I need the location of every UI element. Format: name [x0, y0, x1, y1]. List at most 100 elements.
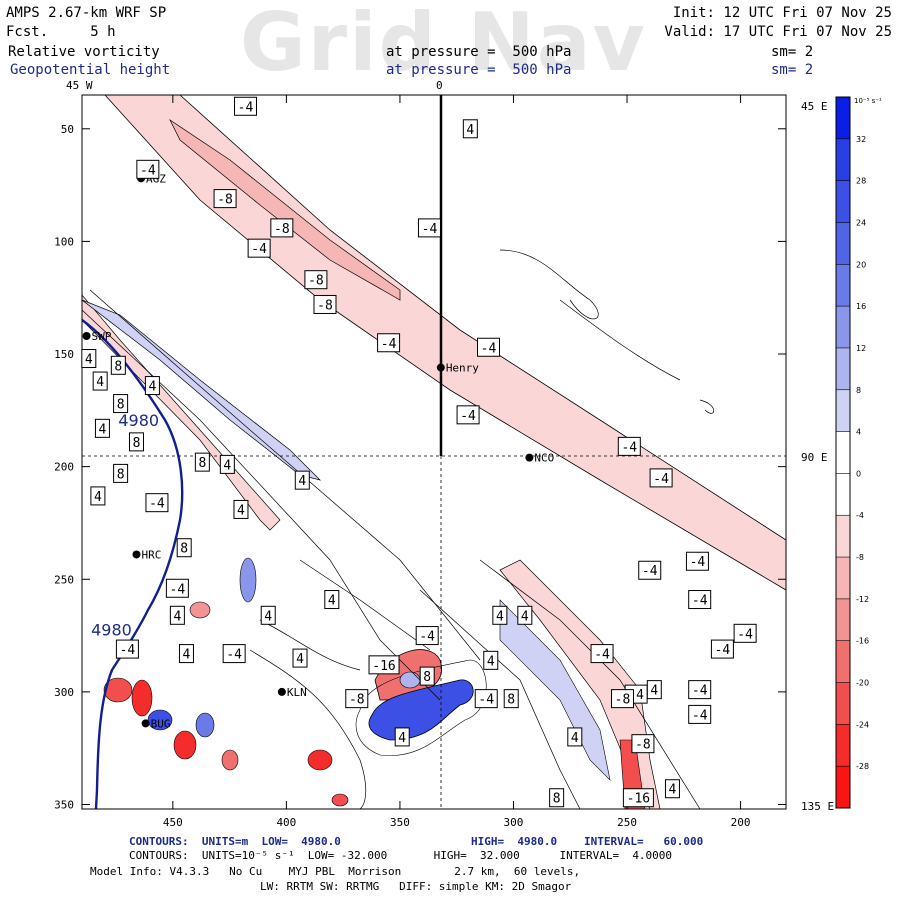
vorticity-label-box: [377, 333, 401, 353]
vorticity-contour-label: 8: [117, 398, 125, 413]
vorticity-contour-label: 4: [466, 123, 474, 138]
station-label: KLN: [287, 686, 307, 699]
station-marker: [525, 453, 534, 462]
vorticity-label-box: [233, 499, 249, 519]
vorticity-contour-label: -4: [149, 497, 165, 512]
vorticity-label-box: [304, 270, 328, 290]
colorbar-segment: [836, 557, 850, 600]
vorticity-contour-label: -4: [653, 472, 669, 487]
colorbar-segment: [836, 97, 850, 140]
x-tick-label: 250: [617, 816, 637, 829]
colorbar-segment: [836, 264, 850, 307]
colorbar-tick-label: -28: [856, 762, 869, 771]
field1-smoothing: sm= 2: [771, 44, 814, 60]
vorticity-label-box: [622, 788, 654, 808]
colorbar-segment: [836, 138, 850, 182]
vorticity-label-box: [176, 538, 192, 558]
vorticity-label-box: [92, 371, 108, 391]
vorticity-contour-label: 4: [173, 609, 181, 624]
vorticity-contour-label: -4: [642, 564, 658, 579]
vorticity-label-box: [194, 452, 210, 472]
vorticity-contour-label: -4: [621, 440, 637, 455]
vorticity-contour-label: -4: [594, 648, 610, 663]
vorticity-contour-label: 4: [487, 654, 495, 669]
colorbar-segment: [836, 347, 850, 391]
vorticity-contour-label: -16: [627, 792, 650, 807]
colorbar-tick-label: -20: [856, 679, 869, 688]
colorbar-tick-label: -24: [856, 720, 869, 729]
y-tick-label: 350: [54, 798, 74, 811]
y-tick-label: 150: [54, 348, 74, 361]
vorticity-contour-label: 4: [183, 648, 191, 663]
vorticity-band-negative-main: [104, 95, 786, 591]
model-title: AMPS 2.67-km WRF SP: [6, 5, 167, 21]
colorbar-segment: [836, 682, 850, 725]
station-label: BUG: [151, 717, 171, 730]
vorticity-contour-label: -4: [251, 242, 267, 257]
model-info-line1: Model Info: V4.3.3 No Cu MYJ PBL Morriso…: [90, 865, 581, 878]
vorticity-label-box: [81, 349, 97, 369]
vorticity-small-features: [103, 557, 421, 807]
vorticity-label-box: [492, 605, 508, 625]
colorbar-segment: [836, 389, 850, 433]
vorticity-contour-label: -8: [317, 298, 333, 313]
vorticity-label-box: [483, 650, 499, 670]
vorticity-contour-label: -4: [460, 409, 476, 424]
vorticity-label-box: [590, 644, 614, 664]
station-marker: [132, 550, 141, 559]
vorticity-contour-label: -4: [737, 627, 753, 642]
vorticity-contour-label: -4: [120, 643, 136, 658]
x-tick-label: 300: [504, 816, 524, 829]
vorticity-label-box: [474, 689, 498, 709]
field1-level: at pressure = 500 hPa: [386, 44, 572, 60]
vorticity-label-box: [234, 96, 258, 116]
vorticity-contour-label: 4: [571, 731, 579, 746]
vorticity-label-box: [649, 468, 673, 488]
vorticity-contour-label: -4: [419, 630, 435, 645]
vorticity-band-negative-core: [169, 118, 401, 301]
vorticity-contour-label: -8: [615, 693, 631, 708]
vorticity-contour-label: 4: [96, 375, 104, 390]
vorticity-label-box: [113, 463, 129, 483]
vorticity-label-box: [517, 605, 533, 625]
vorticity-contour-label: -4: [690, 555, 706, 570]
vorticity-label-box: [247, 238, 271, 258]
vorticity-contour-label: -4: [715, 643, 731, 658]
vorticity-contour-label: 4: [223, 458, 231, 473]
lon-label-90e: 90 E: [801, 451, 828, 464]
vorticity-label-box: [477, 337, 501, 357]
geopotential-4980-contour: [82, 319, 184, 809]
field2-name: Geopotential height: [10, 62, 171, 78]
lon-label-45e: 45 E: [801, 100, 828, 113]
vorticity-label-box: [113, 394, 129, 414]
vorticity-label-box: [129, 432, 145, 452]
vorticity-contour-label: 8: [507, 693, 515, 708]
vorticity-label-box: [419, 666, 435, 686]
vorticity-contour-label: 4: [496, 609, 504, 624]
init-time: Init: 12 UTC Fri 07 Nov 25: [672, 5, 892, 21]
field2-smoothing: sm= 2: [771, 62, 814, 78]
vorticity-label-box: [710, 639, 734, 659]
vorticity-contour-label: 4: [298, 474, 306, 489]
vorticity-contour-label: 4: [669, 783, 677, 798]
vorticity-contour-label: 4: [264, 609, 272, 624]
vorticity-label-box: [115, 639, 139, 659]
valid-time: Valid: 17 UTC Fri 07 Nov 25: [664, 24, 892, 40]
colorbar-segment: [836, 766, 850, 809]
vorticity-contour-label: 8: [553, 792, 561, 807]
vorticity-contour-label: -4: [478, 693, 494, 708]
field2-level: at pressure = 500 hPa: [386, 62, 572, 78]
y-tick-label: 300: [54, 686, 74, 699]
colorbar-tick-label: -4: [856, 511, 864, 520]
vorticity-band-positive: [82, 299, 322, 481]
vorticity-label-box: [688, 680, 712, 700]
station-label: HRC: [142, 548, 162, 561]
vorticity-contour-label: -8: [308, 274, 324, 289]
vorticity-label-box: [219, 454, 235, 474]
colorbar-tick-label: 16: [856, 302, 866, 311]
vorticity-zero-contours: [82, 249, 715, 809]
vorticity-label-box: [213, 189, 237, 209]
y-tick-label: 100: [54, 235, 74, 248]
station-marker: [82, 332, 91, 341]
y-tick-label: 50: [61, 123, 74, 136]
